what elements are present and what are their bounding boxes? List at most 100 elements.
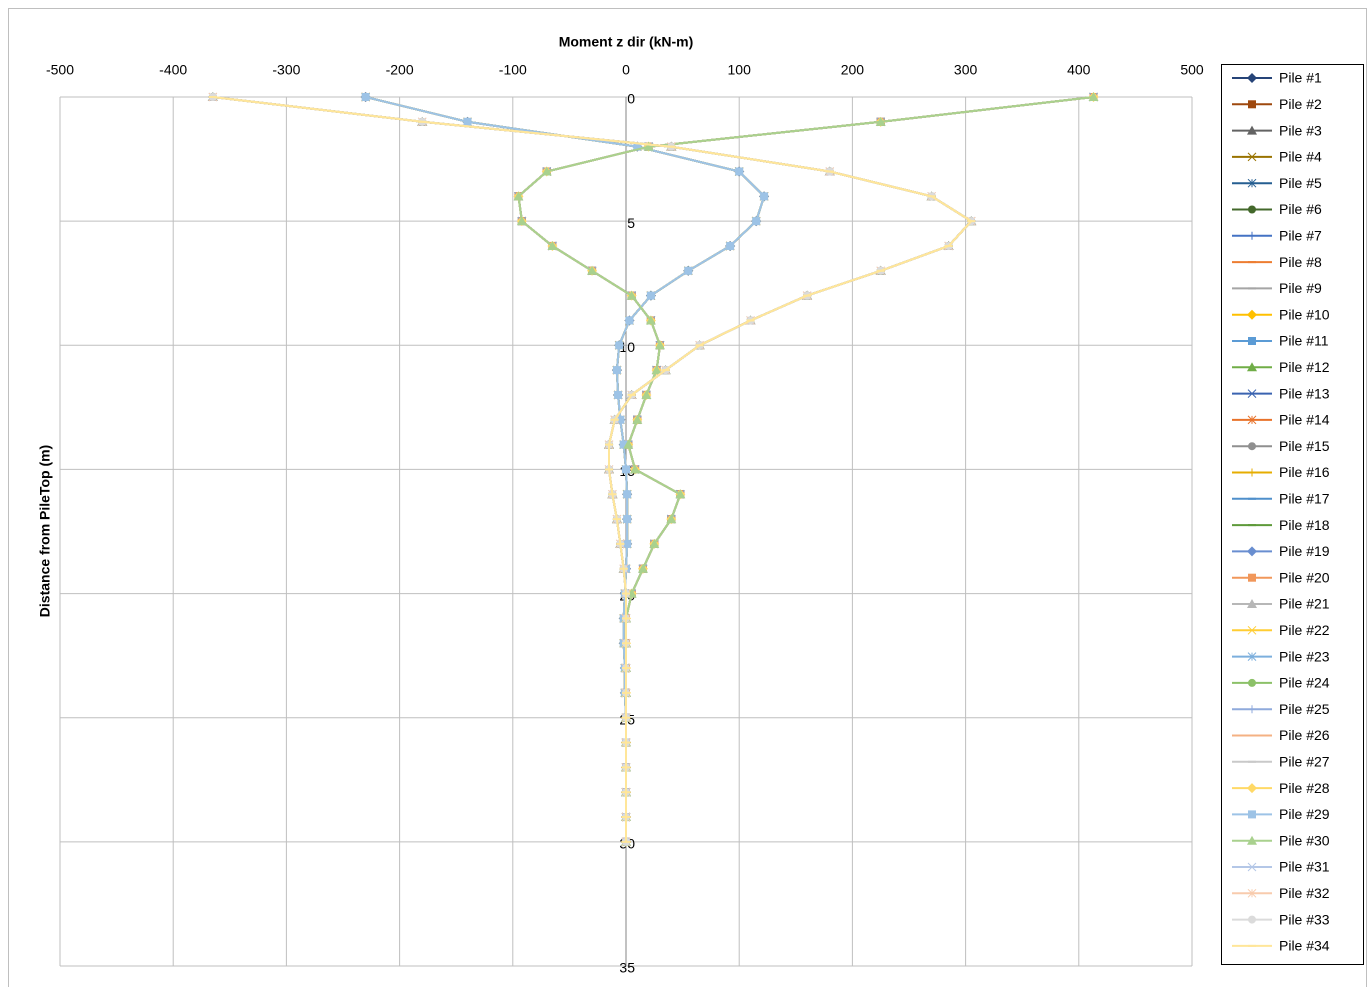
marker (623, 515, 632, 524)
x-tick-label: 300 (954, 62, 978, 78)
marker (1247, 152, 1257, 162)
marker (1248, 915, 1256, 924)
marker (1248, 573, 1256, 582)
marker (1247, 862, 1257, 872)
legend-label: Pile #19 (1279, 543, 1330, 559)
marker (1247, 389, 1257, 398)
legend-label: Pile #2 (1279, 96, 1322, 112)
marker (675, 489, 686, 499)
legend-label: Pile #24 (1279, 675, 1330, 691)
legend-label: Pile #9 (1279, 280, 1322, 296)
legend-label: Pile #34 (1279, 938, 1330, 954)
chart-frame (8, 8, 1367, 992)
marker (641, 389, 652, 399)
marker (1247, 835, 1257, 845)
marker (623, 490, 632, 499)
marker (1248, 678, 1256, 687)
y-tick-label: 10 (619, 339, 635, 355)
legend-label: Pile #4 (1279, 149, 1322, 165)
marker (547, 240, 558, 250)
legend-label: Pile #8 (1279, 254, 1322, 270)
x-tick-label: 0 (622, 62, 630, 78)
marker (513, 191, 524, 201)
marker (646, 291, 655, 300)
marker (612, 366, 621, 375)
marker (1247, 309, 1257, 320)
legend-label: Pile #5 (1279, 175, 1322, 191)
marker (651, 365, 662, 375)
marker (1247, 73, 1257, 83)
marker (1248, 205, 1256, 214)
marker (1248, 231, 1256, 240)
x-tick-label: -400 (159, 62, 187, 78)
legend-label: Pile #32 (1279, 885, 1330, 901)
legend-label: Pile #18 (1279, 517, 1330, 533)
marker (615, 341, 624, 350)
marker (752, 217, 761, 226)
marker (637, 563, 648, 573)
marker (643, 141, 654, 151)
marker (616, 415, 625, 424)
legend-label: Pile #20 (1279, 569, 1330, 585)
legend-label: Pile #14 (1279, 412, 1330, 428)
marker (1248, 337, 1256, 345)
marker (623, 539, 632, 548)
marker (645, 315, 656, 325)
marker (623, 439, 634, 449)
marker (361, 93, 370, 101)
legend-box (1221, 64, 1364, 965)
marker (1247, 546, 1257, 557)
x-tick-label: 200 (841, 62, 865, 78)
marker (463, 117, 472, 126)
x-tick-label: -300 (272, 62, 300, 78)
legend-label: Pile #16 (1279, 464, 1330, 480)
marker (630, 464, 641, 474)
marker (654, 340, 665, 350)
legend-label: Pile #30 (1279, 832, 1330, 848)
marker (632, 414, 643, 424)
marker (1248, 442, 1256, 451)
x-tick-label: 400 (1067, 62, 1091, 78)
legend-label: Pile #7 (1279, 228, 1322, 244)
y-axis-title: Distance from PileTop (m) (37, 445, 53, 617)
y-tick-label: 5 (627, 215, 635, 231)
legend-label: Pile #21 (1279, 596, 1330, 612)
marker (735, 167, 744, 176)
legend-label: Pile #27 (1279, 754, 1330, 770)
marker (622, 465, 630, 474)
x-tick-label: -100 (499, 62, 527, 78)
x-tick-label: 100 (728, 62, 752, 78)
legend-label: Pile #15 (1279, 438, 1330, 454)
y-tick-label: 0 (627, 91, 635, 107)
legend-label: Pile #31 (1279, 859, 1330, 875)
legend-label: Pile #28 (1279, 780, 1330, 796)
legend-label: Pile #11 (1279, 333, 1329, 349)
legend-label: Pile #17 (1279, 491, 1330, 507)
x-tick-label: -500 (46, 62, 74, 78)
x-axis-title: Moment z dir (kN-m) (559, 34, 694, 50)
marker (1248, 810, 1256, 819)
marker (1248, 705, 1256, 714)
legend-label: Pile #22 (1279, 622, 1330, 638)
marker (1247, 783, 1257, 794)
marker (666, 514, 677, 524)
series (208, 96, 976, 843)
marker (1248, 468, 1256, 477)
legend-label: Pile #3 (1279, 122, 1322, 138)
marker (875, 116, 886, 126)
marker (541, 166, 552, 176)
x-tick-label: 500 (1180, 62, 1204, 78)
marker (1247, 625, 1257, 635)
marker (626, 290, 637, 300)
marker (633, 142, 642, 151)
marker (1247, 178, 1257, 188)
marker (726, 241, 735, 250)
legend-label: Pile #29 (1279, 806, 1330, 822)
y-tick-label: 35 (619, 960, 635, 976)
marker (1248, 100, 1256, 109)
legend-label: Pile #13 (1279, 385, 1330, 401)
x-tick-label: -200 (386, 62, 414, 78)
marker (625, 316, 634, 325)
legend-label: Pile #1 (1279, 70, 1322, 86)
